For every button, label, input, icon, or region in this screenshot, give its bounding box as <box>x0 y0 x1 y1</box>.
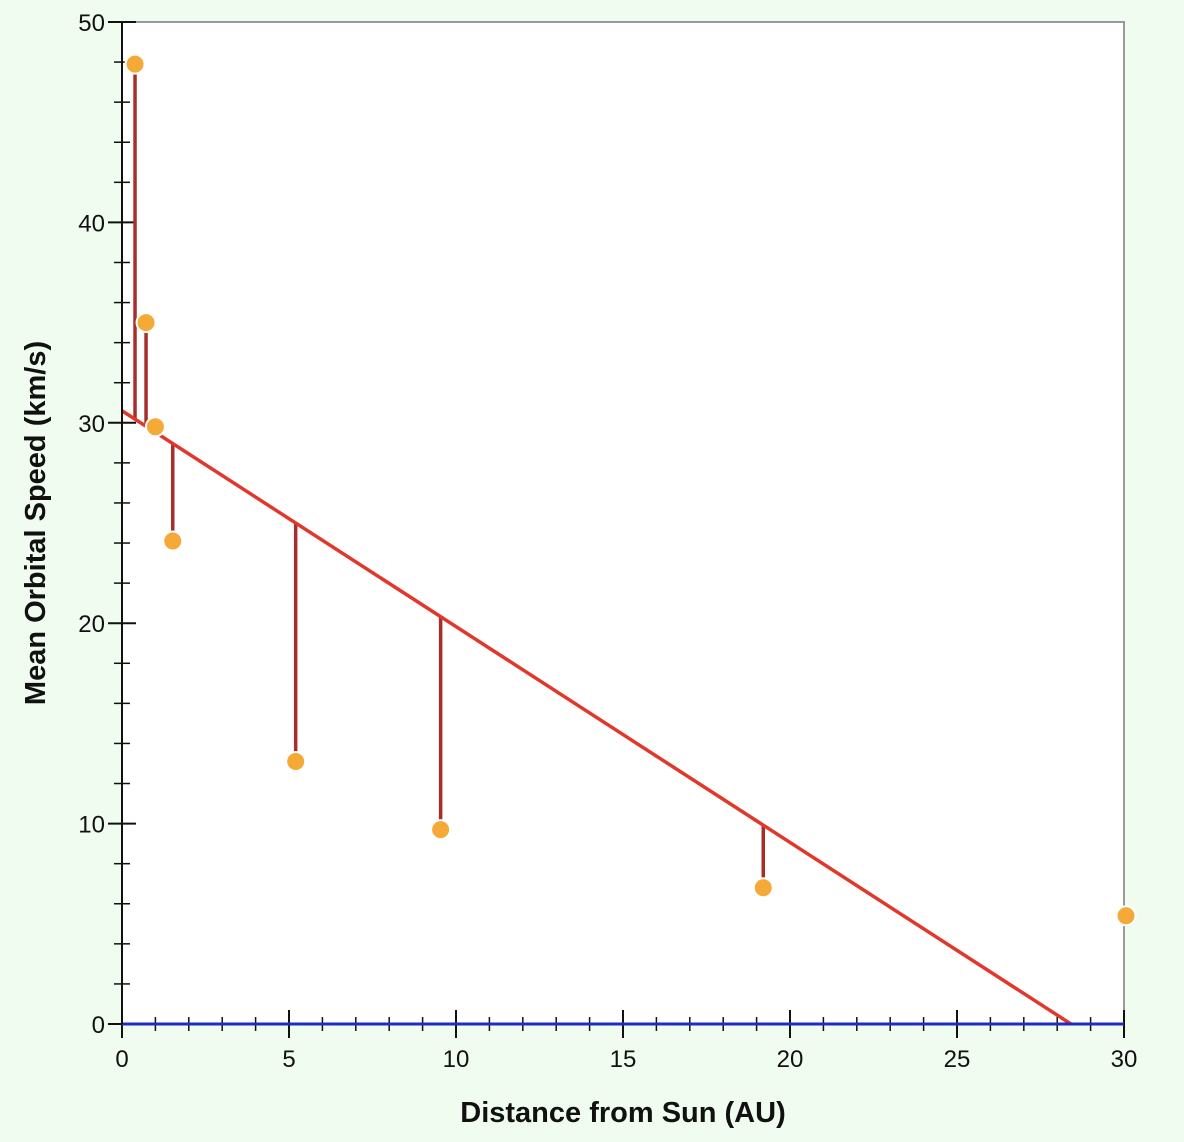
data-point <box>144 416 166 438</box>
x-tick-label: 25 <box>944 1046 971 1073</box>
data-point <box>124 53 146 75</box>
data-point <box>1115 905 1137 927</box>
x-tick-label: 15 <box>610 1046 637 1073</box>
y-tick-label: 50 <box>78 10 105 37</box>
x-tick-label: 0 <box>115 1046 128 1073</box>
y-axis-ticks: 0 10 20 30 40 50 <box>78 10 136 1039</box>
y-tick-label: 0 <box>92 1012 105 1039</box>
y-tick-label: 10 <box>78 812 105 839</box>
plot-area <box>121 21 1125 1025</box>
x-tick-label: 10 <box>443 1046 470 1073</box>
fit-line <box>121 409 1072 1026</box>
data-point <box>285 750 307 772</box>
y-axis-title: Mean Orbital Speed (km/s) <box>20 341 52 705</box>
data-point <box>752 877 774 899</box>
x-tick-label: 30 <box>1111 1046 1138 1073</box>
x-axis-title: Distance from Sun (AU) <box>460 1097 785 1129</box>
data-points <box>124 53 1137 927</box>
y-tick-label: 40 <box>78 210 105 237</box>
x-tick-label: 20 <box>777 1046 804 1073</box>
data-point <box>135 312 157 334</box>
y-tick-label: 30 <box>78 411 105 438</box>
data-point <box>162 530 184 552</box>
x-tick-label: 5 <box>282 1046 295 1073</box>
data-point <box>430 819 452 841</box>
y-tick-label: 20 <box>78 611 105 638</box>
